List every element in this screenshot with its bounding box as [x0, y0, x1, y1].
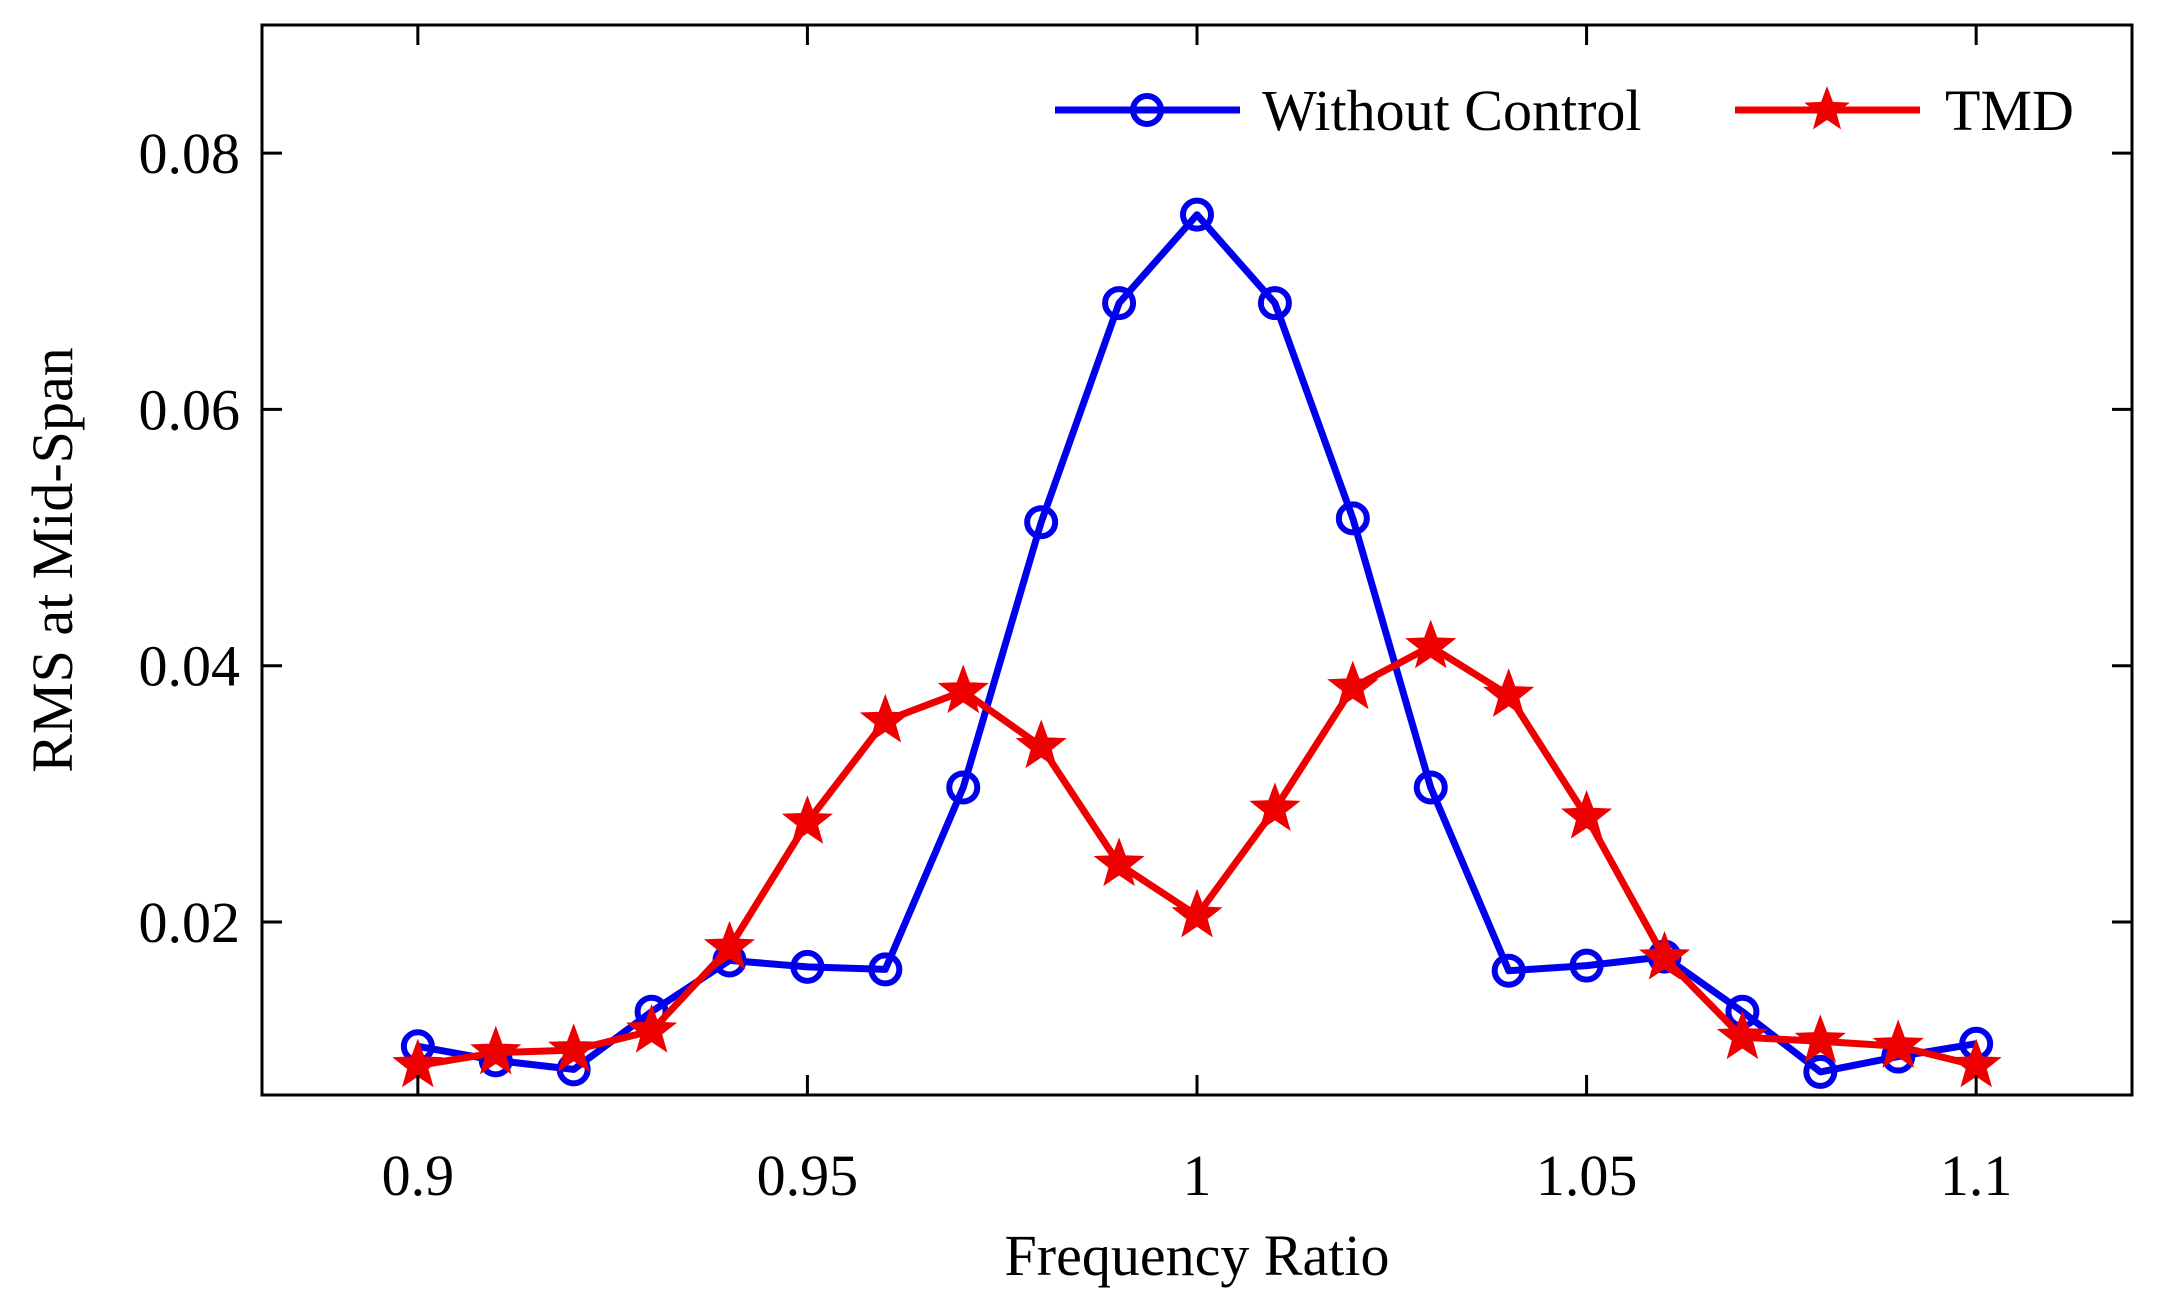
data-point-tmd [1561, 790, 1613, 839]
series-tmd [392, 619, 2002, 1088]
legend-entry-without-control: Without Control [1055, 78, 1642, 143]
data-point-without-control [1491, 953, 1526, 988]
data-point-tmd [703, 920, 756, 970]
x-tick-label: 1.05 [1536, 1143, 1638, 1208]
legend-label-tmd: TMD [1945, 78, 2074, 143]
data-point-tmd [1483, 668, 1535, 717]
data-point-tmd [470, 1025, 522, 1075]
data-point-tmd [781, 795, 833, 844]
data-point-tmd [1015, 719, 1067, 769]
y-tick-label: 0.04 [139, 634, 241, 699]
data-point-without-control [790, 949, 825, 984]
legend: Without Control TMD [1055, 78, 2074, 143]
legend-star-marker-icon [1804, 86, 1850, 130]
data-point-without-control [1413, 770, 1448, 805]
data-point-without-control [946, 770, 981, 805]
data-point-tmd [1716, 1010, 1768, 1060]
data-point-tmd [1794, 1014, 1846, 1063]
data-point-tmd [859, 693, 911, 743]
data-point-tmd [1872, 1019, 1924, 1069]
data-point-without-control [1257, 286, 1292, 321]
plot-area [392, 197, 2002, 1089]
data-point-tmd [626, 1004, 678, 1053]
y-axis: 0.02 0.04 0.06 0.08 [139, 121, 2132, 955]
data-point-tmd [1249, 782, 1301, 832]
data-point-tmd [937, 664, 989, 714]
x-tick-label: 1 [1183, 1143, 1212, 1208]
data-point-without-control [1180, 197, 1214, 232]
y-tick-label: 0.06 [139, 377, 241, 442]
x-tick-label: 0.9 [382, 1143, 455, 1208]
x-tick-label: 0.95 [757, 1143, 859, 1208]
data-point-tmd [1093, 837, 1145, 887]
x-axis: 0.9 0.95 1 1.05 1.1 [382, 25, 2013, 1208]
data-point-tmd [1638, 931, 1691, 980]
legend-circle-marker-icon [1130, 93, 1164, 127]
data-point-without-control [1803, 1054, 1838, 1089]
legend-label-without-control: Without Control [1262, 78, 1642, 143]
data-point-tmd [1405, 619, 1457, 669]
data-point-tmd [548, 1023, 600, 1072]
y-tick-label: 0.08 [139, 121, 241, 186]
series-line-without-control [417, 211, 1977, 1076]
data-point-tmd [1327, 660, 1379, 710]
data-point-without-control [1024, 505, 1059, 540]
data-point-without-control [1102, 286, 1137, 321]
data-point-tmd [1171, 888, 1223, 938]
x-tick-label: 1.1 [1940, 1143, 2013, 1208]
data-point-without-control [868, 952, 903, 987]
data-point-without-control [1569, 948, 1604, 983]
legend-entry-tmd: TMD [1735, 78, 2074, 143]
data-point-without-control [1335, 501, 1370, 536]
y-tick-label: 0.02 [139, 890, 241, 955]
y-axis-label: RMS at Mid-Span [20, 347, 85, 772]
x-axis-label: Frequency Ratio [1005, 1223, 1390, 1288]
